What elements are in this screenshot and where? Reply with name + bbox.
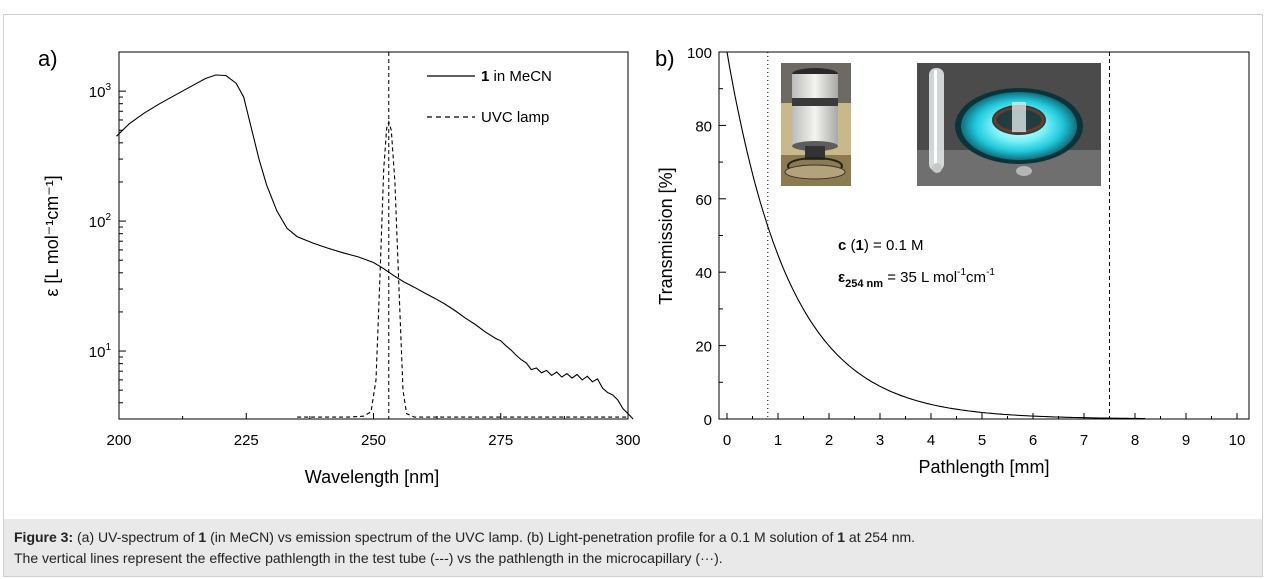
panel-a-y-ticks: 101 102 103: [89, 82, 126, 404]
annotation-cm: cm: [966, 269, 986, 286]
figure-caption: Figure 3: (a) UV-spectrum of 1 (in MeCN)…: [4, 519, 1262, 576]
panel-a-legend: 1 in MeCN UVC lamp: [427, 68, 552, 126]
b-x-tick-label: 0: [723, 432, 731, 449]
a-x-tick-label: 225: [234, 432, 259, 449]
b-x-tick-label: 8: [1131, 432, 1139, 449]
panel-b-annotation: c (1) = 0.1 M ε254 nm = 35 L mol-1cm-1: [838, 237, 995, 290]
annotation-concentration: c (1) = 0.1 M: [838, 237, 923, 254]
a-x-tick-label: 275: [488, 432, 513, 449]
annotation-c-value: = 0.1 M: [869, 237, 924, 254]
panel-a-plot-frame: [118, 51, 629, 420]
annotation-c: c: [838, 237, 846, 254]
b-x-tick-label: 3: [876, 432, 884, 449]
a-y-tick-label: 101: [89, 342, 112, 361]
panel-b-y-ticks: 0 20 40 60 80 100: [687, 45, 726, 429]
panel-a-series: [116, 52, 634, 420]
caption-compound-1: 1: [198, 529, 207, 545]
a-x-tick-label: 300: [615, 432, 640, 449]
caption-text-2: (in MeCN) vs emission spectrum of the UV…: [206, 529, 838, 545]
annotation-epsilon: ε254 nm = 35 L mol-1cm-1: [838, 267, 995, 290]
a-y-tick-label: 102: [89, 212, 112, 231]
annotation-compound: 1: [856, 237, 864, 254]
b-y-tick-label: 60: [695, 192, 712, 209]
a-series-compound-in-mecn: [116, 74, 634, 420]
b-x-tick-label: 9: [1182, 432, 1190, 449]
b-y-tick-label: 40: [695, 265, 712, 282]
panel-b-chart: b) 0 1 2 3 4 5 6 7 8 9 10 0 20 40 60 80 100: [655, 45, 1250, 477]
legend-entry-1-text: in MeCN: [489, 68, 552, 85]
annotation-epsilon-value: = 35 L mol: [883, 269, 957, 286]
reactor-photo: [917, 63, 1101, 186]
panel-b-label: b): [655, 46, 675, 71]
panel-b-x-axis-label: Pathlength [mm]: [918, 457, 1049, 477]
caption-text-1: (a) UV-spectrum of: [73, 529, 199, 545]
caption-compound-2: 1: [837, 529, 846, 545]
b-x-tick-label: 6: [1029, 432, 1037, 449]
annotation-sup2: -1: [986, 267, 995, 278]
panel-a-x-axis-label: Wavelength [nm]: [305, 467, 439, 487]
a-y-tick-label: 103: [89, 82, 112, 101]
panel-a-y-axis-label: ε [L mol⁻¹cm⁻¹]: [42, 175, 62, 296]
caption-line-1: Figure 3: (a) UV-spectrum of 1 (in MeCN)…: [14, 527, 1254, 548]
b-x-tick-label: 4: [927, 432, 935, 449]
uvc-lamp-photo: [781, 63, 851, 186]
b-x-tick-label: 2: [825, 432, 833, 449]
a-x-tick-label: 250: [361, 432, 386, 449]
panel-a-x-ticks: 200 225 250 275 300: [106, 413, 641, 449]
legend-entry-1-bold: 1: [481, 68, 489, 85]
a-x-tick-label: 200: [106, 432, 131, 449]
b-series-transmission: [726, 51, 1146, 420]
b-y-tick-label: 80: [695, 118, 712, 135]
b-x-tick-label: 7: [1080, 432, 1088, 449]
panel-b-series: [726, 51, 1146, 420]
b-x-tick-label: 1: [774, 432, 782, 449]
panel-b-y-axis-label: Transmission [%]: [656, 167, 676, 304]
b-x-tick-label: 10: [1229, 432, 1246, 449]
legend-entry-1: 1 in MeCN: [481, 68, 552, 85]
legend-entry-2: UVC lamp: [481, 109, 549, 126]
b-y-tick-label: 100: [687, 45, 712, 62]
annotation-sup1: -1: [957, 267, 966, 278]
caption-label: Figure 3:: [14, 529, 74, 545]
panel-b-x-ticks: 0 1 2 3 4 5 6 7 8 9 10: [723, 413, 1246, 449]
b-x-tick-label: 5: [978, 432, 986, 449]
b-y-tick-label: 0: [704, 412, 712, 429]
b-y-tick-label: 20: [695, 339, 712, 356]
caption-line-2: The vertical lines represent the effecti…: [14, 550, 723, 566]
panel-a-label: a): [38, 46, 58, 71]
caption-text-3: at 254 nm.: [845, 529, 916, 545]
a-series-uvc-lamp: [297, 120, 628, 418]
panel-a-chart: a) 200 225 250 275 300 101 102 103 Wavelength …: [38, 46, 641, 487]
annotation-epsilon-symbol: ε: [838, 269, 845, 286]
annotation-epsilon-sub: 254 nm: [845, 278, 883, 290]
